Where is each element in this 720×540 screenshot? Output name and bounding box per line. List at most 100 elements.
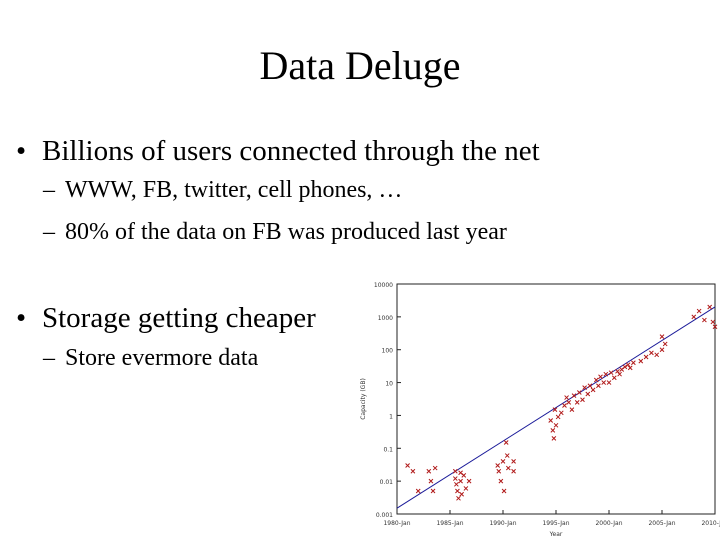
plot-frame bbox=[396, 283, 716, 515]
data-point bbox=[456, 495, 461, 501]
data-point bbox=[410, 468, 416, 474]
data-point bbox=[631, 360, 636, 366]
data-point bbox=[643, 354, 649, 360]
data-point bbox=[587, 383, 593, 389]
data-point bbox=[430, 488, 436, 494]
data-point bbox=[511, 459, 516, 464]
data-point bbox=[638, 358, 644, 364]
data-point bbox=[702, 317, 707, 323]
slide-title: Data Deluge bbox=[259, 43, 461, 88]
data-point bbox=[707, 304, 713, 310]
data-point bbox=[562, 403, 567, 408]
data-point bbox=[603, 371, 609, 377]
data-point bbox=[552, 407, 558, 412]
data-point bbox=[691, 314, 697, 320]
y-tick-label: 0.001 bbox=[376, 512, 393, 519]
data-point bbox=[459, 491, 465, 497]
sub-bullet-text: 80% of the data on FB was produced last … bbox=[65, 219, 507, 245]
data-point bbox=[582, 385, 587, 391]
data-point bbox=[696, 308, 702, 314]
data-point bbox=[712, 324, 718, 330]
data-point bbox=[571, 393, 577, 399]
sub-bullet-sources: – WWW, FB, twitter, cell phones, … bbox=[43, 175, 402, 205]
data-point bbox=[463, 486, 469, 491]
data-point bbox=[564, 395, 569, 400]
data-point bbox=[601, 380, 607, 385]
data-point bbox=[455, 488, 460, 494]
data-point bbox=[426, 468, 432, 474]
y-tick-label: 100 bbox=[382, 348, 394, 355]
sub-bullet-dash: – bbox=[43, 219, 55, 245]
y-tick-label: 10 bbox=[385, 381, 393, 388]
bullet-storage: • Storage getting cheaper bbox=[16, 300, 316, 336]
sub-bullet-text: Store evermore data bbox=[65, 345, 259, 371]
data-point bbox=[458, 478, 463, 484]
data-point bbox=[452, 468, 458, 474]
data-point bbox=[415, 488, 421, 494]
y-axis-label: Capacity (GB) bbox=[360, 378, 367, 420]
trend-line bbox=[396, 306, 716, 509]
data-point bbox=[551, 436, 557, 441]
data-point bbox=[498, 478, 504, 484]
data-point bbox=[405, 463, 410, 468]
data-point bbox=[662, 341, 668, 347]
bullet-text: Storage getting cheaper bbox=[42, 302, 316, 334]
storage-capacity-chart: 0.001 0.01 0.1 1 10 100 1000 10000 1980-Jan 1985-… bbox=[355, 272, 720, 540]
data-point bbox=[574, 399, 580, 405]
data-point bbox=[569, 407, 575, 412]
data-point bbox=[710, 319, 716, 325]
data-point bbox=[593, 377, 599, 383]
data-point bbox=[461, 473, 467, 478]
data-point bbox=[659, 347, 665, 353]
data-point bbox=[466, 478, 472, 484]
data-point bbox=[428, 478, 434, 484]
data-point bbox=[576, 390, 582, 395]
data-point bbox=[625, 362, 631, 368]
data-point bbox=[553, 422, 559, 428]
data-point bbox=[558, 410, 564, 416]
data-point bbox=[503, 440, 509, 445]
data-point bbox=[496, 468, 502, 474]
x-tick-label: 1995-Jan bbox=[542, 520, 569, 527]
data-point bbox=[432, 465, 438, 471]
x-axis-label: Year bbox=[549, 531, 563, 538]
sub-bullet-text: WWW, FB, twitter, cell phones, … bbox=[65, 177, 403, 203]
x-tick-label: 1985-Jan bbox=[436, 520, 463, 527]
x-tick-label: 1990-Jan bbox=[489, 520, 516, 527]
data-point bbox=[606, 380, 612, 385]
data-point bbox=[659, 334, 665, 339]
data-point bbox=[566, 399, 572, 405]
x-tick-label: 2000-Jan bbox=[595, 520, 622, 527]
bullet-dot: • bbox=[16, 135, 27, 167]
bullet-dot: • bbox=[16, 302, 27, 334]
data-point bbox=[596, 383, 601, 389]
data-point bbox=[627, 365, 633, 371]
data-point bbox=[649, 350, 654, 356]
x-tick-label: 2005-Jan bbox=[648, 520, 675, 527]
bullet-users: • Billions of users connected through the… bbox=[16, 133, 540, 169]
sub-bullet-store: – Store evermore data bbox=[43, 343, 258, 373]
data-point bbox=[504, 453, 510, 458]
sub-bullet-fb-stat: –80% of the data on FB was produced last… bbox=[43, 217, 507, 247]
y-tick-label: 1000 bbox=[378, 315, 393, 322]
data-point bbox=[580, 397, 585, 403]
data-point bbox=[617, 371, 622, 377]
x-tick-label: 1980-Jan bbox=[383, 520, 410, 527]
y-tick-label: 1 bbox=[389, 413, 393, 420]
data-point bbox=[585, 391, 591, 397]
data-point bbox=[550, 428, 556, 433]
data-point bbox=[615, 368, 620, 374]
bullet-text: Billions of users connected through the … bbox=[42, 135, 540, 167]
data-point bbox=[590, 387, 596, 393]
data-point bbox=[598, 374, 603, 380]
data-point bbox=[452, 476, 458, 481]
sub-bullet-dash: – bbox=[43, 177, 55, 203]
y-tick-label: 0.1 bbox=[383, 446, 393, 453]
data-point bbox=[505, 465, 511, 471]
data-point bbox=[548, 418, 554, 423]
sub-bullet-dash: – bbox=[43, 345, 55, 371]
data-point bbox=[608, 370, 614, 376]
data-point bbox=[500, 459, 506, 464]
y-tick-label: 10000 bbox=[374, 282, 393, 289]
y-tick-label: 0.01 bbox=[380, 479, 394, 486]
